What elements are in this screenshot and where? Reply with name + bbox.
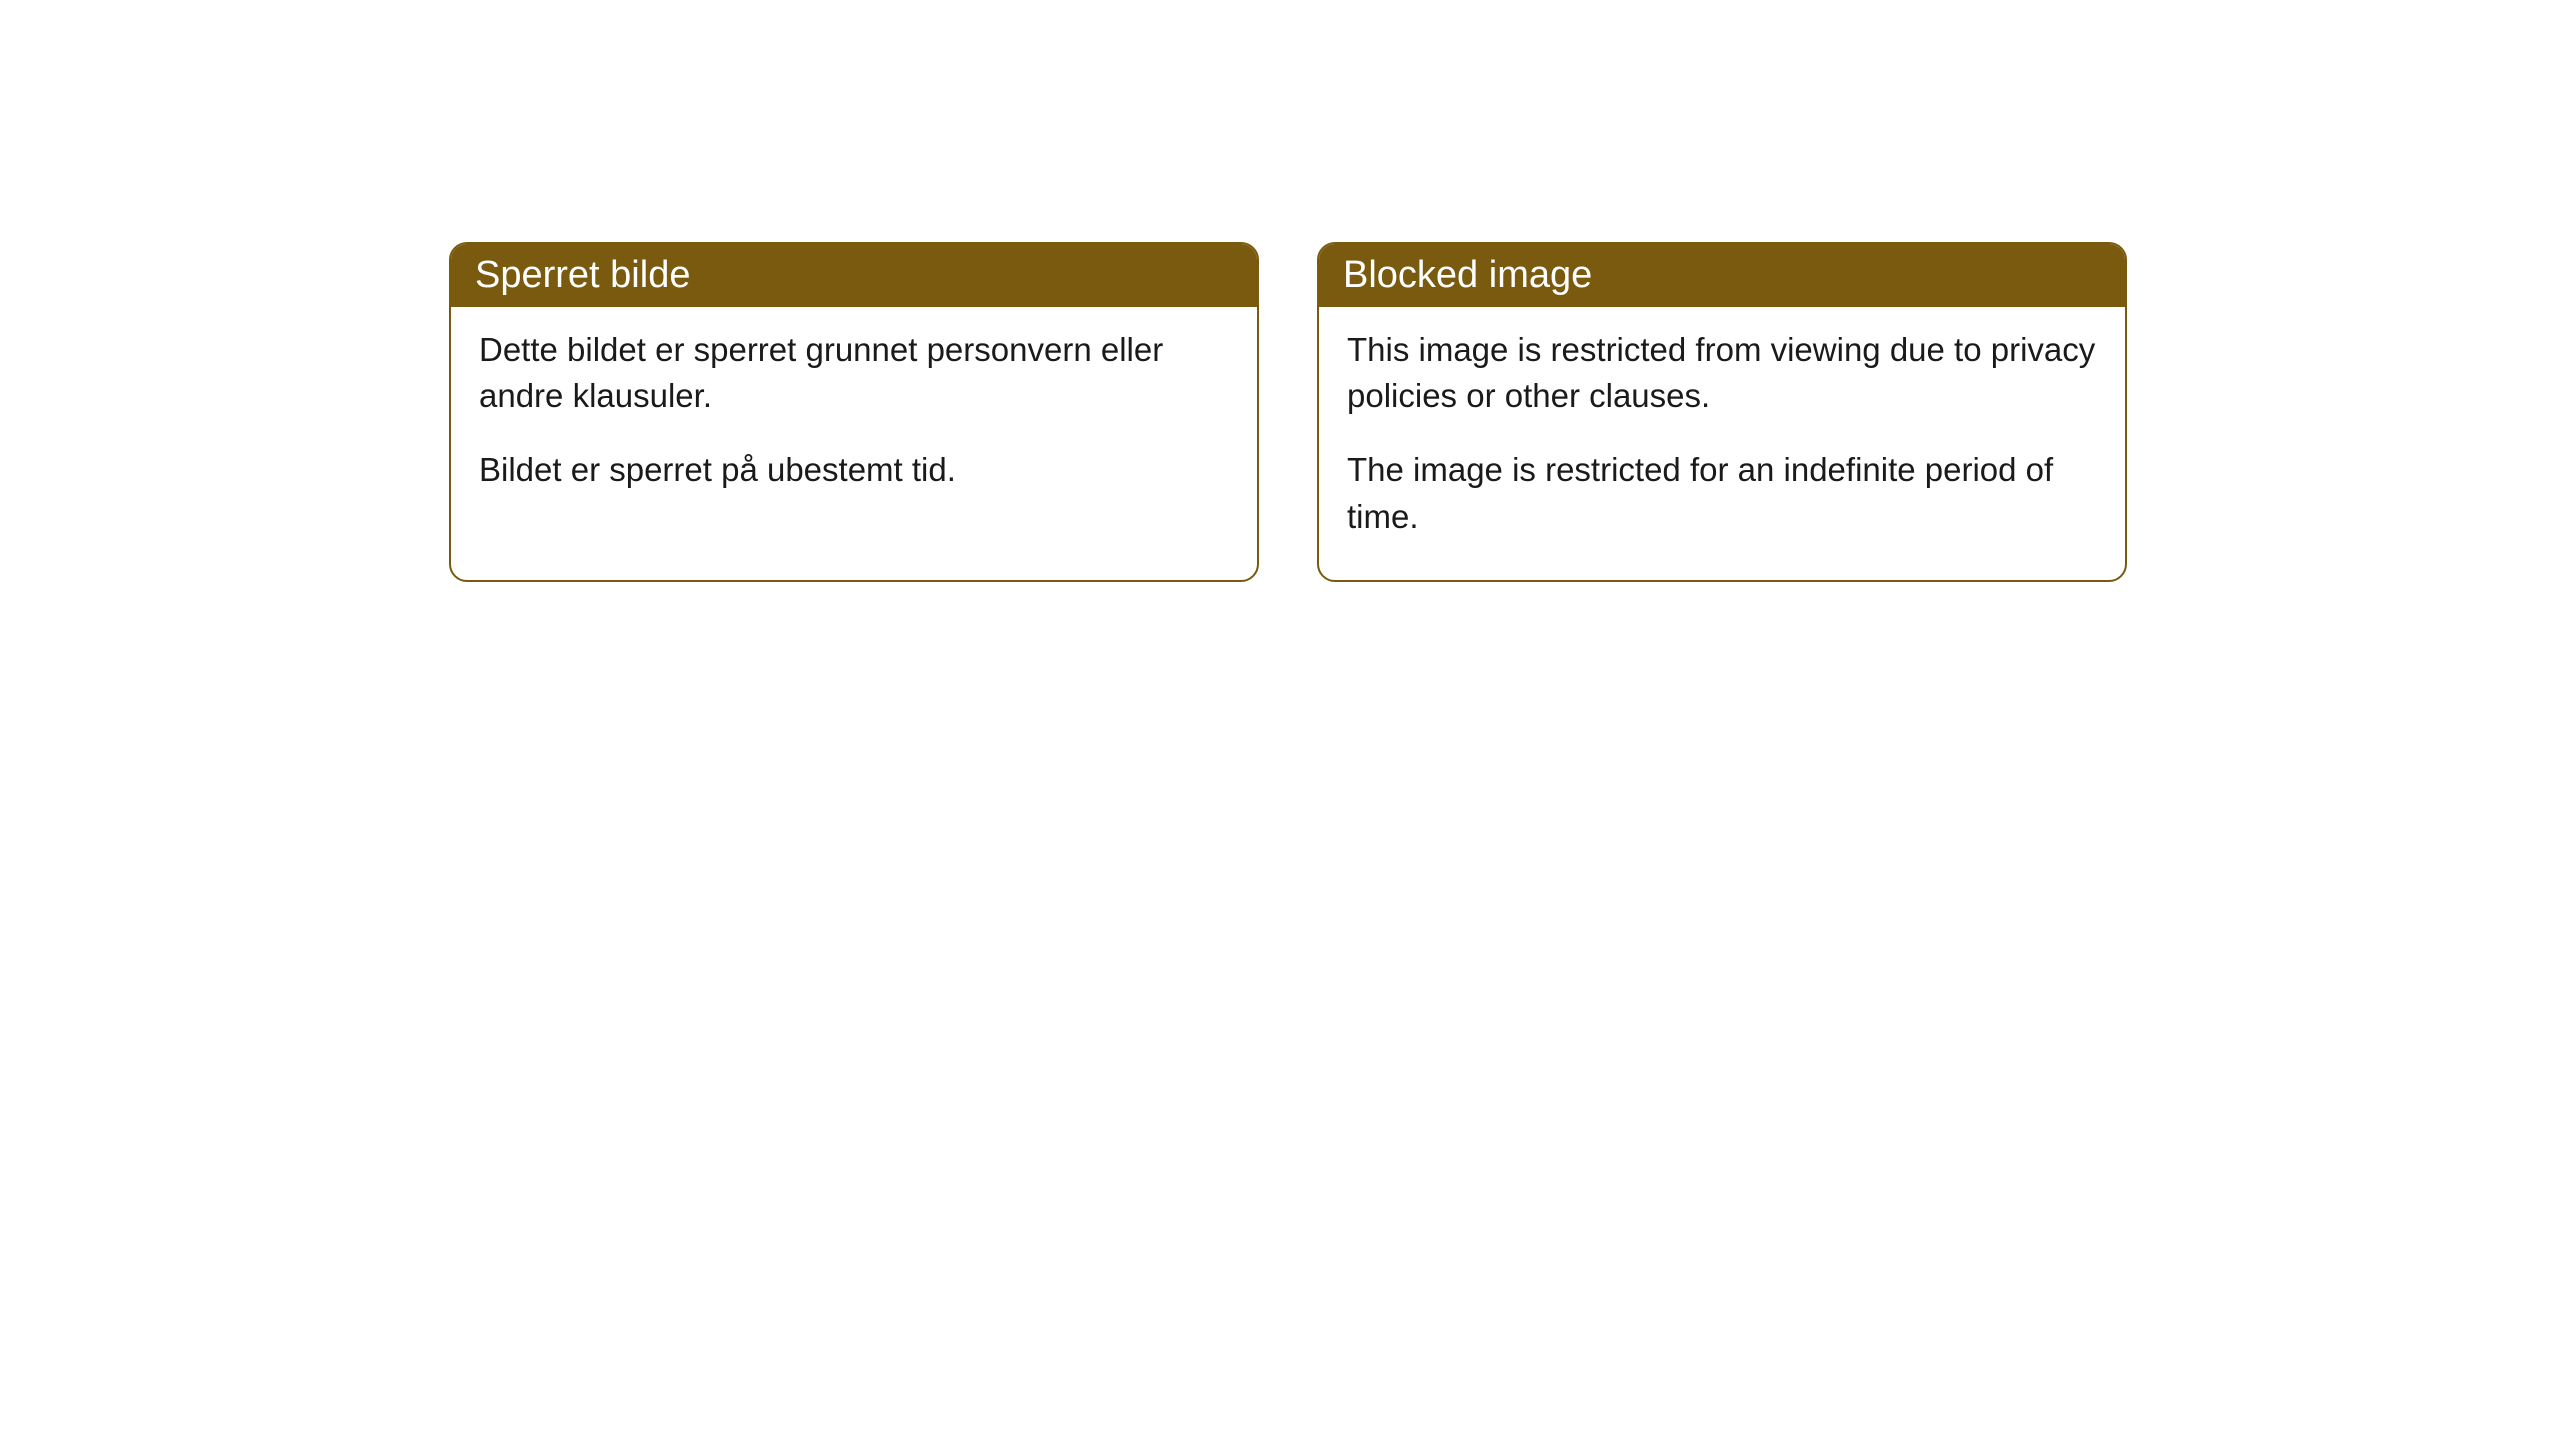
- card-paragraph-1-english: This image is restricted from viewing du…: [1347, 327, 2097, 419]
- card-body-norwegian: Dette bildet er sperret grunnet personve…: [451, 307, 1257, 534]
- cards-container: Sperret bilde Dette bildet er sperret gr…: [449, 242, 2127, 582]
- card-title-english: Blocked image: [1343, 254, 1592, 296]
- card-norwegian: Sperret bilde Dette bildet er sperret gr…: [449, 242, 1259, 582]
- card-title-norwegian: Sperret bilde: [475, 254, 690, 296]
- card-paragraph-2-english: The image is restricted for an indefinit…: [1347, 447, 2097, 539]
- card-header-english: Blocked image: [1319, 244, 2125, 307]
- card-paragraph-2-norwegian: Bildet er sperret på ubestemt tid.: [479, 447, 1229, 493]
- card-body-english: This image is restricted from viewing du…: [1319, 307, 2125, 580]
- card-english: Blocked image This image is restricted f…: [1317, 242, 2127, 582]
- card-header-norwegian: Sperret bilde: [451, 244, 1257, 307]
- card-paragraph-1-norwegian: Dette bildet er sperret grunnet personve…: [479, 327, 1229, 419]
